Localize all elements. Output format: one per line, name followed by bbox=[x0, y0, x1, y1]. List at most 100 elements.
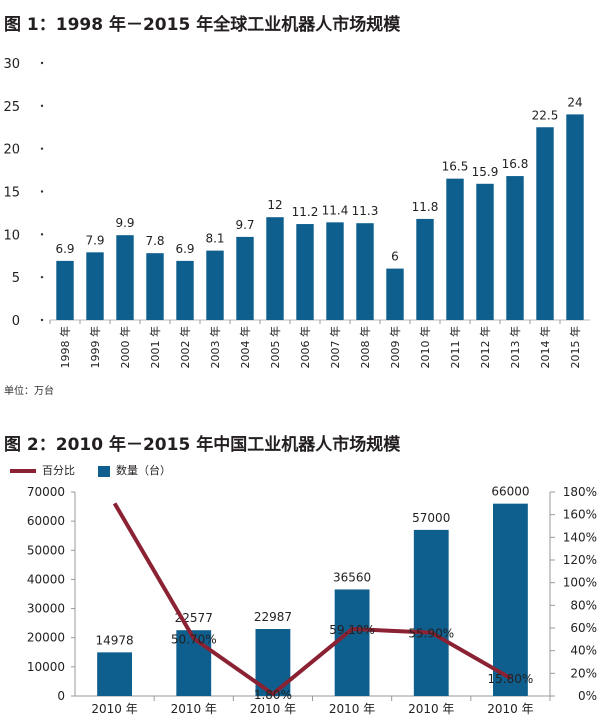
chart1-x-tick-label: 1998 年 bbox=[58, 326, 72, 369]
chart1-bar bbox=[386, 268, 404, 320]
legend-bar-label: 数量（台） bbox=[116, 464, 171, 477]
chart1-y-tick-mark bbox=[40, 147, 44, 150]
chart2-x-tick-label: 2010 年 bbox=[91, 702, 137, 716]
chart1-x-tick-label: 1999 年 bbox=[88, 326, 102, 369]
chart1-bar bbox=[506, 176, 524, 320]
chart1-x-tick-label: 2003 年 bbox=[208, 326, 222, 369]
chart1-y-tick-label: 30 bbox=[3, 57, 20, 72]
chart2-y-right-tick-label: 80% bbox=[570, 598, 597, 612]
chart1-x-tick-label: 2004 年 bbox=[238, 326, 252, 369]
chart1-unit-note: 单位：万台 bbox=[4, 386, 54, 397]
chart2-bar bbox=[493, 503, 528, 696]
chart1-bar bbox=[116, 235, 134, 320]
chart2-line-value-label: 1.80% bbox=[254, 688, 292, 702]
chart1-y-tick-label: 20 bbox=[3, 143, 20, 158]
chart1-bar bbox=[296, 224, 314, 320]
chart2-line-value-label: 50.70% bbox=[171, 633, 217, 647]
chart1-y-tick-label: 10 bbox=[3, 228, 20, 243]
chart1-x-tick-label: 2013 年 bbox=[508, 326, 522, 369]
chart1-bar-value-label: 9.9 bbox=[115, 216, 134, 230]
chart2-bar-value-label: 66000 bbox=[491, 485, 529, 499]
chart1-bar bbox=[236, 236, 254, 320]
chart1-y-tick-mark bbox=[40, 190, 44, 193]
chart1-y-tick-mark bbox=[40, 104, 44, 108]
chart1-x-tick-label: 2009 年 bbox=[388, 326, 402, 369]
chart2-bar bbox=[334, 589, 370, 696]
chart1-bar-value-label: 24 bbox=[567, 95, 582, 109]
chart1-bar-value-label: 7.9 bbox=[85, 233, 104, 247]
chart1-bar bbox=[416, 218, 434, 320]
chart1-y-tick-mark bbox=[40, 61, 44, 65]
chart1-y-tick-label: 15 bbox=[3, 186, 20, 201]
chart2-bar-value-label: 57000 bbox=[412, 511, 450, 525]
legend-line: 百分比 bbox=[10, 462, 75, 478]
chart2-bar-value-label: 36560 bbox=[333, 570, 371, 584]
chart2-y-left-tick-label: 60000 bbox=[27, 514, 65, 528]
chart2-y-left-tick-label: 70000 bbox=[27, 485, 65, 499]
chart1-y-tick-label: 25 bbox=[3, 100, 20, 115]
chart1-bar bbox=[86, 252, 104, 320]
chart2-y-left-tick-label: 30000 bbox=[27, 602, 65, 616]
chart2-bar bbox=[97, 652, 132, 696]
chart2-y-right-tick-label: 140% bbox=[563, 530, 597, 544]
chart1-bar bbox=[566, 114, 584, 321]
chart2-x-tick-label: 2010 年 bbox=[329, 702, 375, 716]
chart2-x-tick-label: 2010 年 bbox=[487, 702, 533, 716]
chart1-x-tick-label: 2001 年 bbox=[148, 326, 162, 369]
chart1-x-tick-label: 2012 年 bbox=[478, 326, 492, 369]
chart1-y-tick-mark bbox=[40, 233, 44, 236]
chart2-y-right-tick-label: 120% bbox=[563, 553, 597, 567]
chart1-x-tick-label: 2014 年 bbox=[538, 326, 552, 369]
chart1-x-tick-label: 2000 年 bbox=[118, 326, 132, 369]
chart1-x-tick-label: 2010 年 bbox=[418, 326, 432, 369]
chart1-x-tick-label: 2015 年 bbox=[568, 326, 582, 369]
chart1-x-tick-label: 2002 年 bbox=[178, 326, 192, 369]
chart2-title: 图 2：2010 年－2015 年中国工业机器人市场规模 bbox=[4, 435, 401, 455]
chart1-bar bbox=[206, 250, 224, 320]
chart1-title: 图 1：1998 年－2015 年全球工业机器人市场规模 bbox=[4, 15, 401, 35]
chart1-bar bbox=[536, 127, 554, 320]
chart1-bar-value-label: 11.4 bbox=[322, 203, 349, 217]
chart1-x-tick-label: 2008 年 bbox=[358, 326, 372, 369]
chart1-bar-value-label: 6.9 bbox=[55, 242, 74, 256]
chart2-line-value-label: 15.80% bbox=[488, 672, 534, 686]
chart1-bar bbox=[176, 260, 194, 320]
legend-bar-swatch bbox=[98, 465, 110, 477]
chart1-bar bbox=[266, 217, 284, 320]
chart2-y-right-tick-label: 60% bbox=[570, 621, 597, 635]
chart1-bar-value-label: 11.3 bbox=[352, 204, 379, 218]
chart1-x-tick-label: 2007 年 bbox=[328, 326, 342, 369]
chart1-bar bbox=[56, 260, 74, 320]
chart1-bar bbox=[446, 178, 464, 320]
chart1-y-tick-label: 0 bbox=[12, 314, 20, 329]
chart2-y-right-tick-label: 40% bbox=[570, 644, 597, 658]
chart1-bar-value-label: 22.5 bbox=[532, 108, 559, 122]
chart2-y-right-tick-label: 100% bbox=[563, 576, 597, 590]
chart1-bar bbox=[326, 222, 344, 320]
chart1-bar-value-label: 8.1 bbox=[205, 232, 224, 246]
chart2-line-value-label: 59.10% bbox=[329, 623, 375, 637]
chart2-y-left-tick-label: 10000 bbox=[27, 660, 65, 674]
chart1-x-tick-label: 2006 年 bbox=[298, 326, 312, 369]
chart2-y-right-tick-label: 0% bbox=[578, 689, 597, 703]
chart1-bar-value-label: 6 bbox=[391, 250, 399, 264]
chart1-y-tick-mark bbox=[40, 275, 44, 279]
chart1-x-tick-label: 2005 年 bbox=[268, 326, 282, 369]
chart1-bar-value-label: 12 bbox=[267, 198, 282, 212]
chart1-bar-value-label: 16.8 bbox=[502, 157, 529, 171]
chart2-y-left-tick-label: 0 bbox=[57, 689, 65, 703]
legend-line-label: 百分比 bbox=[42, 464, 75, 477]
chart1-x-tick-label: 2011 年 bbox=[448, 326, 462, 369]
chart2-bar bbox=[413, 529, 449, 696]
chart2-y-left-tick-label: 50000 bbox=[27, 543, 65, 557]
chart1-bar bbox=[146, 253, 164, 320]
chart2-bar-value-label: 22987 bbox=[254, 610, 292, 624]
chart1-y-tick-mark bbox=[40, 318, 44, 322]
chart2-y-right-tick-label: 180% bbox=[563, 485, 597, 499]
chart2-x-tick-label: 2010 年 bbox=[408, 702, 454, 716]
legend-bar: 数量（台） bbox=[98, 462, 171, 478]
chart1-bar bbox=[476, 183, 494, 320]
chart1-bar-value-label: 15.9 bbox=[472, 165, 499, 179]
chart1-bar-value-label: 16.5 bbox=[442, 160, 469, 174]
chart2-y-left-tick-label: 40000 bbox=[27, 572, 65, 586]
